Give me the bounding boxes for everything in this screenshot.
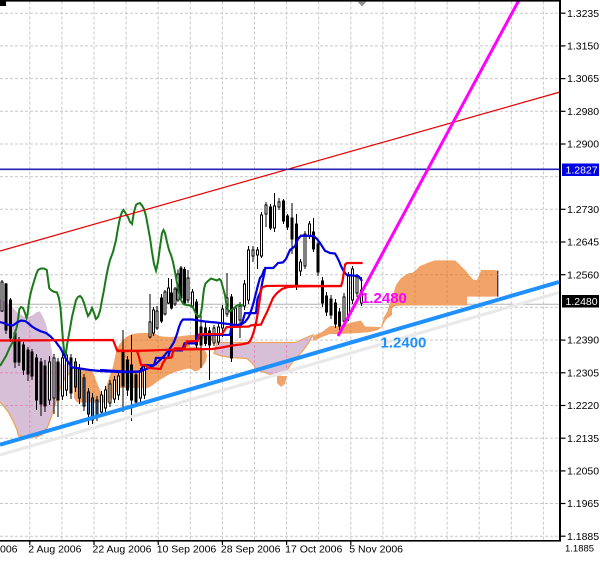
svg-text:1.2050: 1.2050	[567, 466, 599, 478]
svg-text:1.2135: 1.2135	[567, 433, 599, 445]
svg-text:28 Sep 2006: 28 Sep 2006	[221, 544, 281, 556]
svg-text:1.3235: 1.3235	[567, 8, 599, 20]
svg-text:1.2480: 1.2480	[566, 296, 598, 308]
svg-text:1.2390: 1.2390	[567, 335, 599, 347]
svg-text:5 Nov 2006: 5 Nov 2006	[349, 544, 403, 556]
svg-text:1.3065: 1.3065	[567, 73, 599, 85]
svg-text:1.2900: 1.2900	[567, 139, 599, 151]
svg-text:2 Aug 2006: 2 Aug 2006	[28, 544, 81, 556]
svg-text:1.2400: 1.2400	[381, 335, 427, 352]
svg-text:1.2220: 1.2220	[567, 400, 599, 412]
svg-text:1.1965: 1.1965	[567, 498, 599, 510]
svg-text:17 Oct 2006: 17 Oct 2006	[285, 544, 342, 556]
svg-text:1.2305: 1.2305	[567, 367, 599, 379]
svg-text:1.3150: 1.3150	[567, 41, 599, 53]
svg-text:006: 006	[0, 544, 18, 556]
svg-text:10 Sep 2006: 10 Sep 2006	[157, 544, 217, 556]
svg-text:1.2980: 1.2980	[567, 106, 599, 118]
svg-text:1.1885: 1.1885	[565, 544, 594, 555]
svg-text:1.2730: 1.2730	[567, 204, 599, 216]
svg-text:1.2645: 1.2645	[567, 237, 599, 249]
svg-text:1.1885: 1.1885	[567, 531, 599, 543]
svg-text:1.2827: 1.2827	[566, 165, 598, 177]
svg-text:22 Aug 2006: 22 Aug 2006	[93, 544, 152, 556]
svg-text:1.2560: 1.2560	[567, 269, 599, 281]
svg-text:1.2480: 1.2480	[361, 290, 407, 307]
